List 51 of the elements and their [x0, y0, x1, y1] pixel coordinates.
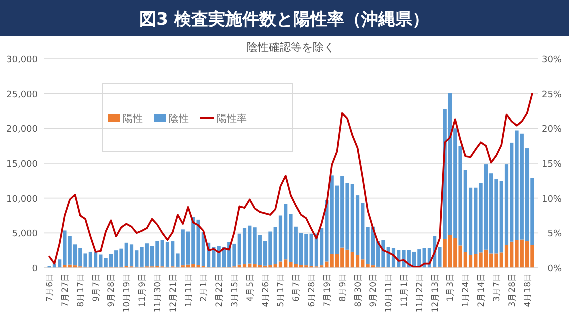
x-tick-label: 10月19日: [122, 273, 133, 313]
y2-tick-label: 20%: [542, 125, 562, 136]
y-tick-label: 5,000: [12, 230, 38, 240]
legend-label: 陰性: [169, 113, 189, 125]
y-tick-label: 10,000: [6, 194, 38, 205]
x-tick-label: 7月27日: [60, 273, 71, 308]
x-tick-label: 9月20日: [369, 273, 380, 308]
y2-tick-label: 25%: [542, 90, 562, 100]
legend-label: 陽性率: [217, 113, 247, 125]
x-tick-label: 2月14日: [477, 273, 488, 308]
x-tick-label: 6月28日: [308, 273, 318, 308]
x-tick-label: 1月24日: [462, 273, 472, 308]
x-tick-label: 11月1日: [400, 273, 410, 308]
y2-tick-label: 5%: [548, 230, 562, 240]
x-tick-label: 12月21日: [168, 273, 179, 313]
x-tick-label: 2月1日: [200, 273, 210, 302]
x-tick-label: 11月9日: [138, 273, 148, 308]
x-tick-label: 8月17日: [76, 273, 86, 308]
x-tick-label: 6月7日: [292, 273, 302, 302]
x-tick-label: 10月11日: [384, 273, 395, 313]
y-tick-label: 25,000: [6, 90, 38, 100]
y2-tick-label: 15%: [542, 160, 562, 170]
x-tick-label: 1月11日: [184, 273, 194, 308]
x-tick-label: 12月13日: [430, 273, 441, 313]
legend-label: 陽性: [123, 113, 143, 125]
x-tick-label: 3月15日: [230, 273, 240, 308]
x-tick-label: 3月28日: [508, 273, 518, 308]
x-tick-label: 8月30日: [354, 273, 364, 308]
x-tick-label: 9月7日: [92, 273, 102, 302]
x-tick-label: 2月22日: [215, 273, 226, 308]
chart-subtitle: 陰性確認等を除く: [247, 41, 335, 54]
x-tick-label: 8月9日: [338, 273, 348, 302]
x-tick-label: 1月3日: [446, 273, 456, 302]
x-tick-label: 11月22日: [415, 273, 426, 313]
x-tick-label: 7月19日: [322, 273, 333, 308]
x-tick-label: 5月17日: [276, 273, 287, 308]
y-tick-label: 0: [32, 264, 38, 274]
x-tick-label: 4月5日: [246, 273, 256, 302]
x-tick-label: 4月26日: [261, 273, 272, 308]
x-tick-label: 3月7日: [492, 273, 502, 302]
x-tick-label: 11月30日: [153, 273, 164, 313]
y2-tick-label: 10%: [542, 194, 562, 205]
x-tick-label: 9月28日: [107, 273, 118, 308]
y2-tick-label: 30%: [542, 56, 562, 66]
x-tick-label: 7月6日: [46, 273, 56, 302]
y-tick-label: 20,000: [6, 125, 38, 136]
y2-tick-label: 0%: [548, 264, 562, 274]
x-tick-label: 4月18日: [523, 273, 534, 308]
chart-title: 図3 検査実施件数と陽性率（沖縄県）: [140, 10, 430, 30]
y-tick-label: 15,000: [6, 160, 38, 170]
y-tick-label: 30,000: [6, 56, 38, 66]
